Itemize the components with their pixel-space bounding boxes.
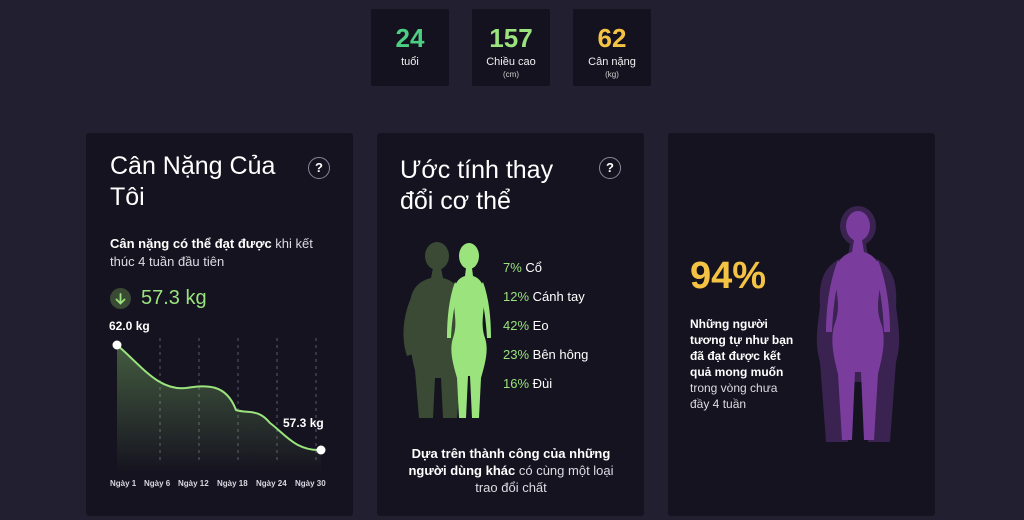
- neck-name: Cổ: [525, 260, 543, 275]
- weight-label: Cân nặng: [588, 56, 636, 68]
- weight-card-title: Cân Nặng Của Tôi: [110, 152, 276, 211]
- body-part-neck: 7% Cổ: [503, 260, 542, 275]
- arms-name: Cánh tay: [532, 289, 585, 304]
- thighs-name: Đùi: [532, 376, 553, 391]
- body-bottom-note: Dựa trên thành công của những người dùng…: [401, 445, 621, 496]
- hips-pct: 23%: [503, 347, 530, 362]
- body-part-hips: 23% Bên hông: [503, 347, 588, 362]
- waist-pct: 42%: [503, 318, 530, 333]
- body-card-title: Ước tính thay đổi cơ thể: [400, 156, 554, 215]
- target-weight-value: 57.3 kg: [141, 287, 207, 309]
- body-change-card: Ước tính thay đổi cơ thể ? 7% Cổ 12% Cán…: [377, 133, 644, 516]
- arms-pct: 12%: [503, 289, 530, 304]
- weight-unit: (kg): [605, 70, 619, 79]
- weight-curve-fill: [117, 345, 321, 473]
- target-weight: 57.3 kg: [110, 287, 207, 310]
- weight-curve: [116, 344, 322, 452]
- weight-desc-bold: Cân nặng có thể đạt được: [110, 236, 272, 251]
- body-part-thighs: 16% Đùi: [503, 376, 552, 391]
- x-tick-1: Ngày 1: [110, 479, 137, 488]
- waist-name: Eo: [532, 318, 549, 333]
- x-tick-3: Ngày 12: [178, 479, 209, 488]
- body-figures-icon: [403, 242, 491, 418]
- stat-weight: 62 Cân nặng (kg): [573, 9, 651, 86]
- success-card: 94% Những người tương tự như bạn đã đạt …: [668, 133, 935, 516]
- start-point: [112, 340, 122, 350]
- weight-value: 62: [597, 23, 627, 53]
- arrow-down-icon: [110, 288, 131, 309]
- success-note: Những người tương tự như bạn đã đạt được…: [690, 316, 800, 412]
- start-weight-label: 62.0 kg: [109, 319, 150, 333]
- end-weight-label: 57.3 kg: [283, 416, 324, 430]
- stat-age: 24 tuổi: [371, 9, 449, 86]
- body-help-icon[interactable]: ?: [599, 157, 621, 179]
- hips-name: Bên hông: [532, 347, 589, 362]
- x-tick-6: Ngày 30: [295, 479, 326, 488]
- stat-height: 157 Chiều cao (cm): [472, 9, 550, 86]
- age-value: 24: [395, 23, 425, 53]
- age-label: tuổi: [401, 56, 419, 68]
- weight-desc: Cân nặng có thể đạt được khi kết thúc 4 …: [110, 235, 335, 271]
- weight-help-icon[interactable]: ?: [308, 157, 330, 179]
- body-note-bold: Dựa trên thành công của những người dùng…: [408, 446, 611, 478]
- x-tick-5: Ngày 24: [256, 479, 287, 488]
- thighs-pct: 16%: [503, 376, 530, 391]
- weight-desc-rest: khi kết thúc 4 tuần đầu tiên: [110, 236, 313, 269]
- weight-card: Cân Nặng Của Tôi ? Cân nặng có thể đạt đ…: [86, 133, 353, 516]
- body-note-rest: có cùng một loại trao đổi chất: [475, 463, 614, 495]
- x-tick-4: Ngày 18: [217, 479, 248, 488]
- height-unit: (cm): [503, 70, 519, 79]
- body-part-waist: 42% Eo: [503, 318, 549, 333]
- height-label: Chiều cao: [486, 56, 536, 68]
- body-part-arms: 12% Cánh tay: [503, 289, 585, 304]
- end-point: [316, 445, 326, 455]
- height-value: 157: [489, 23, 533, 53]
- success-note-rest: trong vòng chưa đầy 4 tuần: [690, 381, 778, 411]
- success-note-bold: Những người tương tự như bạn đã đạt được…: [690, 317, 794, 379]
- weight-chart: [112, 338, 326, 473]
- neck-pct: 7%: [503, 260, 522, 275]
- female-silhouette-icon: [816, 206, 900, 442]
- x-tick-2: Ngày 6: [144, 479, 171, 488]
- success-percent: 94%: [690, 255, 767, 297]
